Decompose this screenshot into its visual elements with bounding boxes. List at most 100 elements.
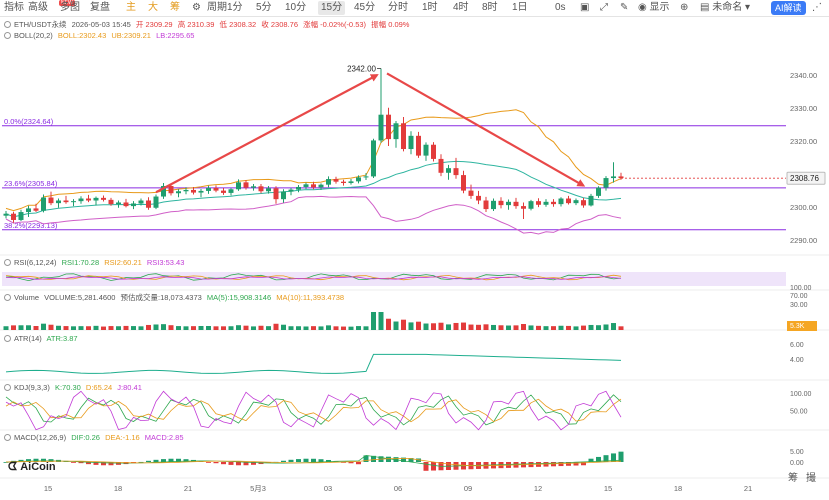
high-value: 高 2310.39 [177,20,215,29]
rsi-line-1 [5,273,622,282]
candle-body [438,158,444,173]
interval-1m[interactable]: 1分 [227,2,243,13]
candle-body [213,187,219,191]
volume-bar [251,326,256,330]
eye-icon [4,335,11,342]
rsi-label: RSI(6,12,24) [14,258,57,267]
candle-body [453,168,459,176]
volume-bar [41,323,46,330]
kline-chart[interactable]: 2290.002300.002310.002320.002330.002340.… [0,17,829,500]
draw-icon[interactable]: ✎ [620,2,629,13]
macd-bar [281,460,286,462]
volume-bar [401,319,406,330]
advanced-button[interactable]: 高级 NEW [28,0,75,15]
multi-chart-button[interactable]: 多图 [60,2,80,13]
candle-body [198,190,204,193]
volume-bar [258,325,264,330]
volume-bar [588,324,594,330]
time-axis-tick: 5月3 [250,484,266,493]
interval-15m[interactable]: 15分 [318,1,346,15]
price-axis-tick: 2300.00 [790,203,817,212]
kdj-k-value: K:70.30 [54,383,81,392]
cursor-icon[interactable]: ⊕ [680,2,689,13]
ai-interpret-button[interactable]: AI解读 [771,1,806,15]
candle-body [63,200,69,203]
macd-bar [611,453,616,462]
volume-bar [266,326,271,330]
interval-45m[interactable]: 45分 [354,2,376,13]
volume-bar [491,324,496,330]
display-button[interactable]: ◉ 显示 [638,1,670,15]
interval-timeshare[interactable]: 分时 [388,2,408,13]
uptrend-arrow [155,74,379,194]
volume-bar [618,326,624,330]
volume-bar [78,326,84,330]
volume-bar [416,321,421,330]
volume-bar [311,326,316,330]
kdj-info: KDJ(9,3,3) K:70.30 D:65.24 J:80.41 [4,383,145,393]
chips-side-button[interactable]: 筹 [788,473,798,484]
macd-bar [108,462,114,466]
candle-body [528,201,534,209]
layout-button[interactable]: ▤ 未命名 ▾ [700,1,750,15]
price-axis-tick: 2330.00 [790,104,817,113]
chevron-down-icon: ▾ [742,2,751,13]
camera-icon[interactable]: ▣ [580,2,590,13]
interval-10m[interactable]: 10分 [285,2,307,13]
interval-1h[interactable]: 1时 [422,2,438,13]
volume-bar [461,322,466,330]
time-axis-tick: 12 [534,484,542,493]
volume-bar [236,325,241,330]
snapshot-side-button[interactable]: 撮 [806,473,816,484]
volume-bar [101,326,106,330]
candle-body [11,213,16,220]
interval-1d[interactable]: 1日 [512,2,528,13]
interval-8h[interactable]: 8时 [482,2,498,13]
volume-bar [573,326,579,330]
volume-bar [596,325,601,330]
volume-bar [431,323,436,330]
macd-bar [146,460,151,462]
volume-bar [536,325,541,330]
replay-button[interactable]: 复盘 [90,2,110,13]
share-icon[interactable]: ⋰ [812,2,822,13]
macd-bar [228,462,234,465]
interval-5m[interactable]: 5分 [256,2,272,13]
time-axis-tick: 18 [674,484,682,493]
time-axis-tick: 03 [324,484,332,493]
candle-body [461,175,466,191]
macd-bar [33,458,39,462]
candle-body [566,198,571,204]
volume-bar [528,325,534,330]
fullscreen-icon[interactable]: ⤢ [600,2,608,13]
interval-4h[interactable]: 4时 [453,2,469,13]
indicator-button[interactable]: 指标 [4,2,24,13]
candle-body [348,181,354,184]
time-axis-tick: 21 [744,484,752,493]
amplitude-value: 振幅 0.09% [371,20,410,29]
atr-value: ATR:3.87 [46,334,78,343]
kdj-axis-tick: 100.00 [790,391,812,398]
candle-body [596,187,601,196]
period-label[interactable]: 周期 [207,2,227,13]
kdj-line-2 [5,398,622,423]
candle-body [356,177,361,182]
candle-body [296,186,301,190]
candle-body [416,135,421,156]
candle-body [311,184,316,188]
open-value: 开 2309.29 [135,20,173,29]
eye-icon [4,294,11,301]
macd-bar [18,459,24,462]
volume-bar [408,322,414,330]
macd-value: MACD:2.85 [144,433,184,442]
candle-body [206,187,211,191]
macd-bar [431,462,436,471]
big-order-button[interactable]: 大 [148,2,158,13]
volume-bar [476,324,481,330]
main-force-button[interactable]: 主 [126,2,136,13]
volume-bar [131,326,136,330]
countdown-label[interactable]: 0s [555,2,566,13]
chips-button[interactable]: 筹 [170,2,180,13]
volume-bar [468,324,474,330]
gear-icon[interactable]: ⚙ [192,2,201,13]
